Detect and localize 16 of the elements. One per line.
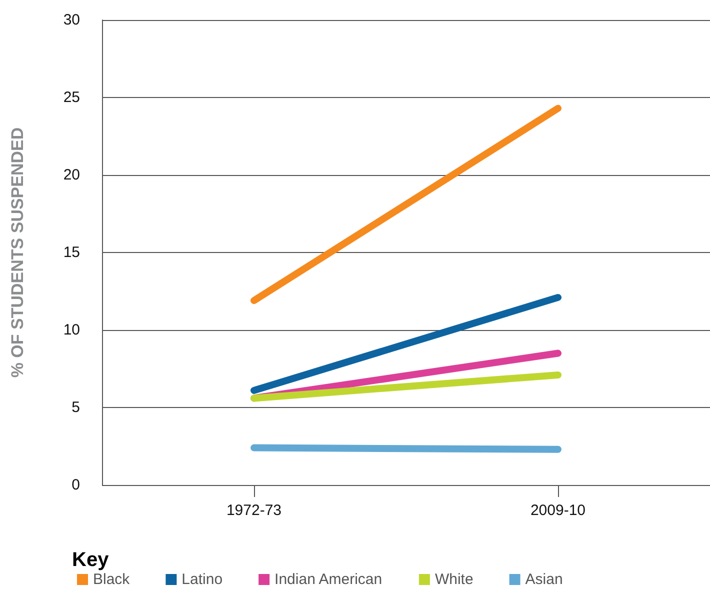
legend-label: Black [93,571,130,588]
y-tick-label: 25 [63,89,80,106]
y-axis-title: % OF STUDENTS SUSPENDED [8,127,27,378]
legend-label: Asian [525,571,563,588]
y-tick-label: 5 [72,399,80,416]
x-tick-label: 1972-73 [226,502,282,519]
y-tick-label: 30 [63,12,80,28]
x-tick-label: 2009-10 [530,502,586,519]
y-tick-label: 20 [63,166,80,184]
y-tick-label: 15 [63,244,80,261]
y-tick-label: 10 [63,322,80,338]
legend-label: Indian American [274,571,382,588]
legend-label: Latino [182,571,223,588]
legend-title: Key [72,549,110,571]
y-tick-label: 0 [72,476,80,494]
legend-label: White [434,571,474,588]
